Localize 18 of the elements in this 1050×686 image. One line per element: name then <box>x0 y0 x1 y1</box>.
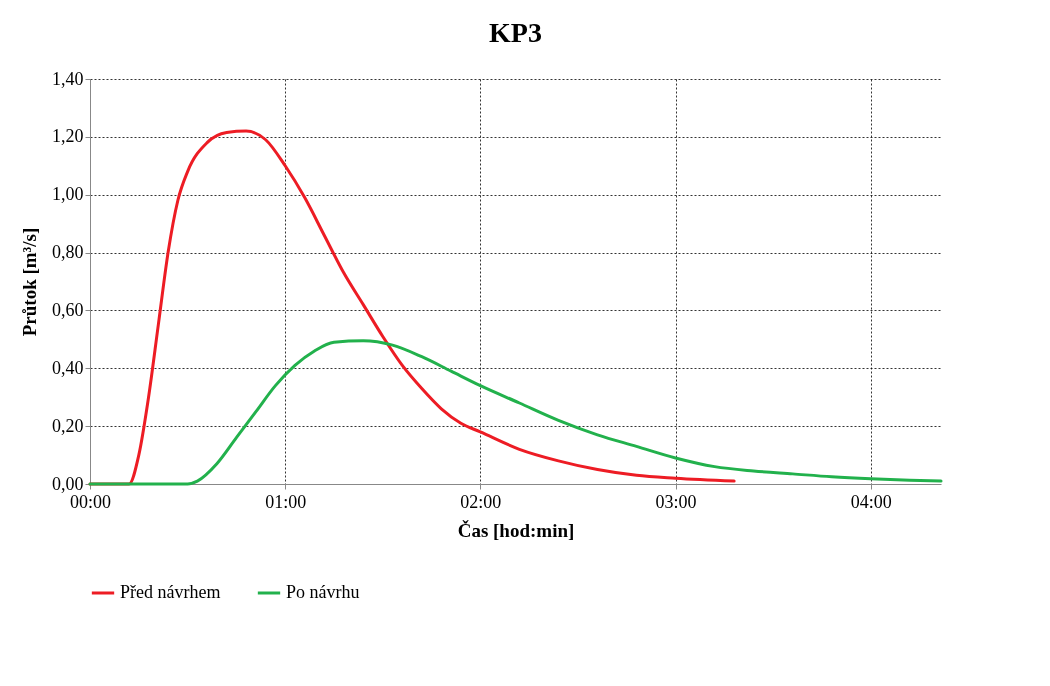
y-tick-label: 0,40 <box>52 357 84 378</box>
x-tick-label: 04:00 <box>850 491 892 512</box>
x-tick-label: 02:00 <box>460 491 502 512</box>
chart-title: KP3 <box>489 17 542 48</box>
x-tick-label: 00:00 <box>69 491 112 512</box>
y-tick-label: 0,20 <box>52 415 84 436</box>
y-tick-label: 0,60 <box>52 299 84 320</box>
x-axis-title: Čas [hod:min] <box>457 519 575 541</box>
y-tick-label: 1,20 <box>52 126 84 147</box>
y-tick-label: 1,00 <box>52 184 84 205</box>
y-tick-label: 0,00 <box>52 473 84 494</box>
x-tick-label: 03:00 <box>655 491 697 512</box>
y-tick-label: 0,80 <box>52 242 84 263</box>
y-axis-title: Průtok [m³/s] <box>19 227 40 337</box>
y-tick-label: 1,40 <box>52 68 84 89</box>
legend-label: Po návrhu <box>286 582 360 602</box>
legend-label: Před návrhem <box>120 582 221 602</box>
x-tick-label: 01:00 <box>265 491 307 512</box>
